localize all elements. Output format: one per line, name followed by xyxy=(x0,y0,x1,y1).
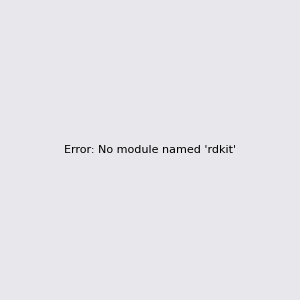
Text: Error: No module named 'rdkit': Error: No module named 'rdkit' xyxy=(64,145,236,155)
